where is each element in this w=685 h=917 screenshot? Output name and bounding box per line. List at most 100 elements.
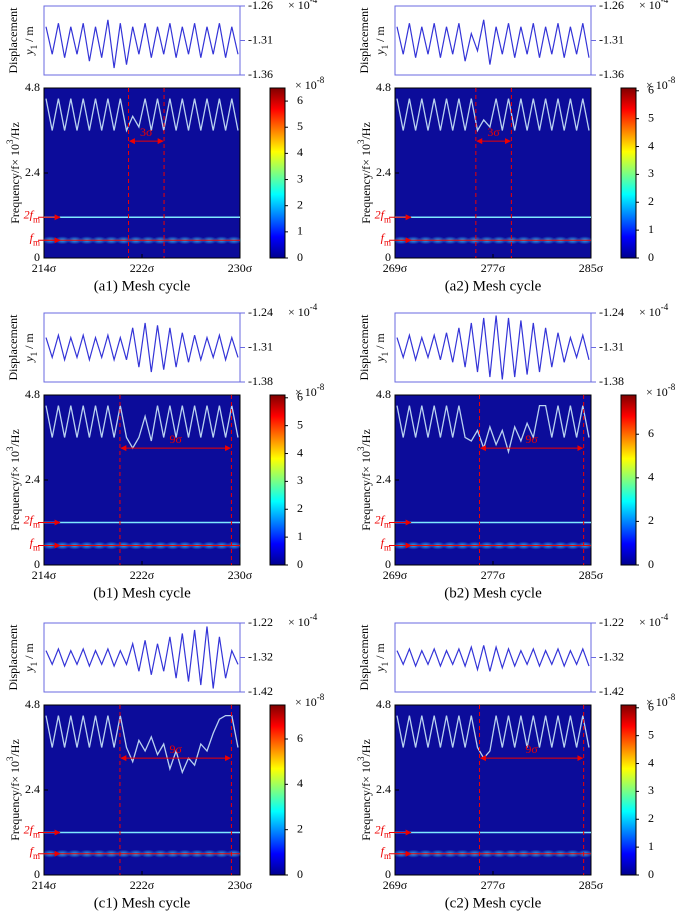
band-label-part: 2f: [24, 207, 35, 221]
freq-ylabel: Frequency/f× 103/Hz: [356, 739, 373, 841]
freq-ylabel-part: /Hz: [8, 122, 22, 139]
exponent-part: -4: [661, 302, 669, 312]
cbar-tick-label: 3: [648, 783, 654, 797]
y-tick-label: 2.4: [25, 782, 40, 796]
freq-ylabel-part: 3: [356, 446, 366, 451]
exponent-part: -4: [661, 0, 669, 5]
cbar-tick-label: 1: [648, 839, 654, 853]
span-label: 3σ: [140, 125, 153, 139]
y-tick-label: 2.4: [25, 165, 40, 179]
freq-ylabel-part: 3: [356, 756, 366, 761]
y-tick-label: 0: [34, 557, 40, 571]
disp-ylabel: Displacement: [357, 7, 371, 74]
y-tick-label: 0: [34, 250, 40, 264]
x-tick-label: 222σ: [130, 261, 155, 275]
disp-frame: [394, 5, 592, 76]
y-tick-label: 0: [34, 867, 40, 881]
caption: (a1) Mesh cycle: [94, 278, 191, 294]
cbar-tick-label: 1: [297, 224, 303, 238]
band-label: fm: [30, 844, 40, 861]
freq-ylabel-part: 3: [5, 756, 15, 761]
disp-ylabel-part: Displacement: [357, 624, 371, 691]
freq-ylabel-part: /Hz: [8, 429, 22, 446]
x-tick-label: 222σ: [130, 878, 155, 892]
cbar-exponent-part: × 10: [646, 78, 668, 92]
cbar-tick-label: 4: [648, 755, 654, 769]
y-tick-label: -1.24: [248, 305, 273, 319]
disp-ylabel-unit-part: 1: [380, 45, 390, 50]
freq-ylabel-part: Frequency/f× 10: [359, 144, 373, 224]
disp-ylabel-unit-part: y: [373, 666, 387, 673]
disp-ylabel-unit-part: / m: [373, 26, 387, 45]
disp-ylabel-unit-part: 1: [29, 662, 39, 667]
disp-ylabel-part: Displacement: [357, 7, 371, 74]
disp-ylabel-unit-part: / m: [373, 643, 387, 662]
disp-ylabel-unit-part: y: [373, 49, 387, 56]
disp-ylabel: Displacement: [6, 624, 20, 691]
x-tick-label: 230σ: [228, 261, 253, 275]
y-tick-label: -1.24: [599, 305, 624, 319]
freq-ylabel-part: /Hz: [8, 739, 22, 756]
cbar-exponent-part: -8: [668, 692, 676, 702]
cbar-tick-label: 0: [648, 250, 654, 264]
x-tick-label: 269σ: [383, 261, 408, 275]
cbar-tick-label: 5: [648, 110, 654, 124]
exponent-part: -4: [661, 612, 669, 622]
band-label-part: m: [33, 851, 40, 861]
ridge-line: [45, 714, 239, 775]
spectrogram-bg: [43, 394, 241, 566]
exponent-part: × 10: [639, 0, 661, 12]
disp-ylabel-unit-part: / m: [373, 333, 387, 352]
y-tick-label: 0: [385, 250, 391, 264]
cbar-exponent: × 10-8: [646, 692, 676, 709]
x-tick-label: 285σ: [579, 568, 604, 582]
displacement-line: [45, 322, 239, 373]
x-tick-label: 214σ: [32, 261, 57, 275]
band-label-part: m: [384, 237, 391, 247]
disp-ylabel-unit-part: 1: [29, 352, 39, 357]
disp-ylabel: Displacement: [6, 7, 20, 74]
disp-ylabel-unit-part: y: [22, 49, 36, 56]
y-tick-label: 4.8: [25, 387, 40, 401]
colorbar: [620, 87, 637, 259]
cbar-tick-label: 2: [648, 513, 654, 527]
displacement-line: [45, 626, 239, 689]
cbar-tick-label: 0: [297, 250, 303, 264]
exponent-part: × 10: [288, 615, 310, 629]
cbar-exponent: × 10-8: [646, 382, 676, 399]
cbar-tick-label: 4: [648, 470, 654, 484]
cbar-exponent-part: -8: [317, 382, 325, 392]
band-label-part: f: [30, 844, 35, 858]
y-tick-label: 4.8: [25, 80, 40, 94]
exponent: × 10-4: [639, 302, 669, 319]
cbar-tick-label: 6: [297, 93, 303, 107]
exponent-part: -4: [310, 302, 318, 312]
band-label: fm: [381, 844, 391, 861]
y-tick-label: -1.31: [599, 339, 624, 353]
band-label: 2fm: [375, 822, 391, 839]
exponent-part: × 10: [288, 305, 310, 319]
band-label: 2fm: [24, 207, 40, 224]
span-label: 9σ: [169, 742, 182, 756]
cbar-tick-label: 0: [648, 557, 654, 571]
band-label-part: f: [381, 230, 386, 244]
cbar-exponent-part: × 10: [295, 78, 317, 92]
band-label-part: f: [381, 535, 386, 549]
y-tick-label: 2.4: [25, 472, 40, 486]
ridge-line: [396, 98, 590, 133]
ridge-line: [45, 405, 239, 450]
ridge-line: [396, 404, 590, 455]
disp-ylabel-unit-part: / m: [22, 26, 36, 45]
freq-ylabel: Frequency/f× 103/Hz: [356, 429, 373, 531]
y-tick-label: -1.31: [599, 32, 624, 46]
band-label-part: 2f: [24, 512, 35, 526]
caption: (c1) Mesh cycle: [94, 895, 191, 911]
disp-ylabel-unit: y1 / m: [22, 333, 39, 363]
band-label-part: m: [384, 543, 391, 553]
disp-ylabel: Displacement: [6, 314, 20, 381]
band-label-part: f: [30, 230, 35, 244]
y-tick-label: -1.38: [248, 374, 273, 388]
colorbar: [269, 87, 286, 259]
cbar-tick-label: 6: [297, 390, 303, 404]
band-label-part: m: [33, 520, 40, 530]
